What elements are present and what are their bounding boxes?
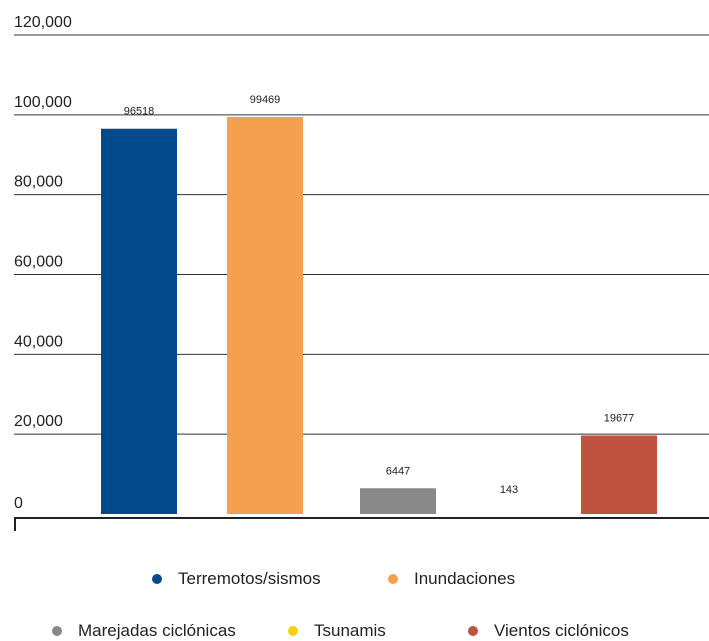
legend-item: Vientos ciclónicos	[468, 621, 629, 641]
legend-swatch	[52, 626, 62, 636]
legend-swatch	[152, 574, 162, 584]
legend-item: Marejadas ciclónicas	[52, 621, 236, 641]
y-tick-label: 0	[14, 495, 23, 512]
bars	[101, 116, 657, 515]
y-tick-label: 80,000	[14, 174, 63, 191]
data-labels: 96518 99469 6447 143 19677	[124, 94, 635, 496]
legend-item: Terremotos/sismos	[152, 569, 321, 589]
legend-item: Inundaciones	[388, 569, 515, 589]
legend-label: Inundaciones	[414, 569, 516, 588]
y-tick-label: 20,000	[14, 413, 63, 430]
legend-label: Marejadas ciclónicas	[78, 621, 236, 640]
data-label: 19677	[604, 412, 635, 424]
legend-swatch	[288, 626, 298, 636]
bar	[360, 488, 436, 514]
y-axis-tick-labels: 0 20,000 40,000 60,000 80,000 100,000 120,000	[14, 14, 72, 512]
y-tick-label: 100,000	[14, 94, 72, 111]
data-label: 96518	[124, 106, 155, 118]
bar	[227, 116, 303, 514]
y-tick-label: 40,000	[14, 333, 63, 350]
y-tick-label: 60,000	[14, 254, 63, 271]
legend-swatch	[388, 574, 398, 584]
data-label: 99469	[250, 94, 281, 106]
data-label: 143	[500, 484, 518, 496]
bar-chart: 020,00040,00060,00080,000100,000120,000 …	[14, 14, 709, 531]
legend-item: Tsunamis	[288, 621, 386, 641]
data-label: 6447	[386, 465, 410, 477]
x-axis	[14, 517, 709, 531]
legend-label: Vientos ciclónicos	[494, 621, 629, 640]
legend-label: Terremotos/sismos	[178, 569, 321, 588]
bar	[101, 128, 177, 515]
legend-swatch	[468, 626, 478, 636]
bar	[581, 435, 657, 514]
y-tick-label: 120,000	[14, 14, 72, 31]
legend-label: Tsunamis	[314, 621, 386, 640]
